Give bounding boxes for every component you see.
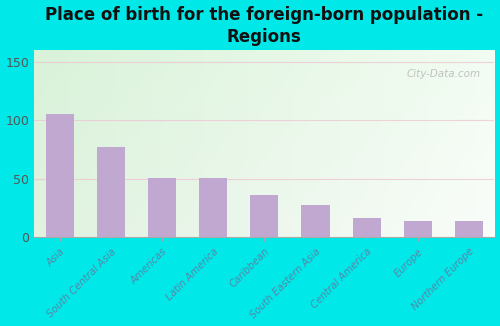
Bar xyxy=(199,178,228,237)
Bar xyxy=(404,221,432,237)
Bar xyxy=(250,195,278,237)
Title: Place of birth for the foreign-born population -
Regions: Place of birth for the foreign-born popu… xyxy=(46,6,484,46)
Bar xyxy=(455,221,483,237)
Text: City-Data.com: City-Data.com xyxy=(406,69,480,79)
Bar xyxy=(46,114,74,237)
Bar xyxy=(352,217,380,237)
Bar xyxy=(148,178,176,237)
Bar xyxy=(302,205,330,237)
Bar xyxy=(97,147,125,237)
